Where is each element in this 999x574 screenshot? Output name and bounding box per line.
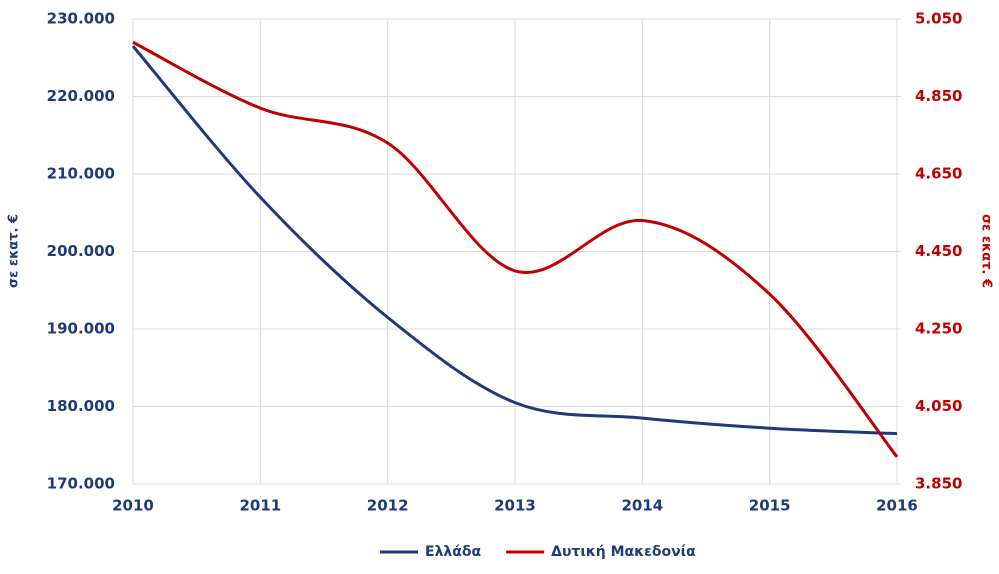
- legend-label: Δυτική Μακεδονία: [551, 544, 696, 560]
- y-tick-label: 200.000: [47, 242, 115, 260]
- x-tick-label: 2010: [112, 497, 154, 515]
- x-tick-label: 2011: [239, 497, 281, 515]
- y2-axis-title: σε εκατ. €: [979, 214, 994, 288]
- series-line: [131, 45, 898, 436]
- y2-tick-label: 4.050: [915, 397, 962, 415]
- y-axis-title: σε εκατ. €: [7, 214, 22, 288]
- y-tick-label: 190.000: [47, 320, 115, 338]
- x-tick-label: 2016: [876, 497, 918, 515]
- x-tick-label: 2014: [621, 497, 663, 515]
- x-tick-label: 2012: [367, 497, 409, 515]
- plot-frame: [132, 18, 898, 485]
- y-tick-label: 220.000: [47, 87, 115, 105]
- y2-tick-label: 3.850: [915, 475, 962, 493]
- y2-tick-label: 4.250: [915, 320, 962, 338]
- legend-label: Ελλάδα: [425, 544, 482, 560]
- y2-tick-label: 4.450: [915, 242, 962, 260]
- y-tick-label: 230.000: [47, 10, 115, 28]
- x-tick-label: 2015: [749, 497, 791, 515]
- y2-tick-label: 5.050: [915, 10, 962, 28]
- y2-tick-label: 4.650: [915, 165, 962, 183]
- series-line: [132, 40, 899, 458]
- x-tick-label: 2013: [494, 497, 536, 515]
- y2-tick-label: 4.850: [915, 87, 962, 105]
- y-tick-label: 210.000: [47, 165, 115, 183]
- y-tick-label: 170.000: [47, 475, 115, 493]
- y-tick-label: 180.000: [47, 397, 115, 415]
